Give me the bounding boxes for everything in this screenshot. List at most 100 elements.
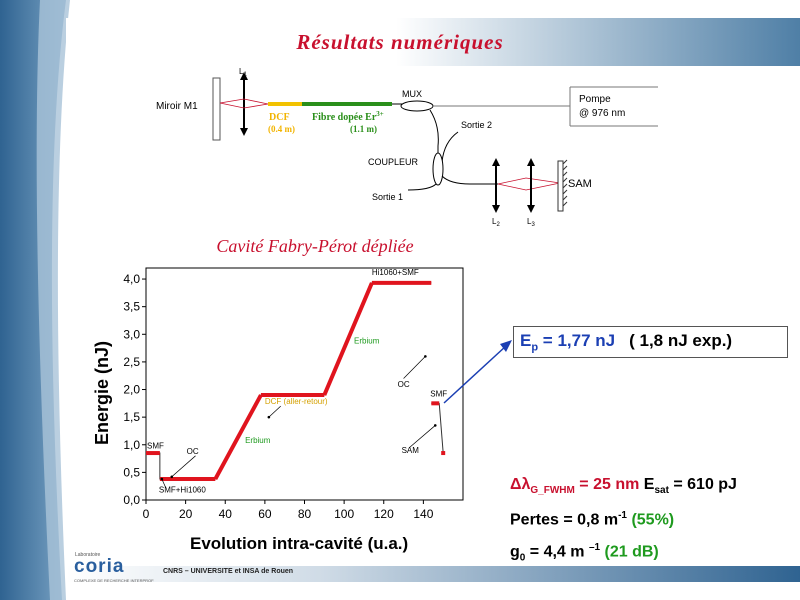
lens-l2-arrow-bottom bbox=[492, 205, 500, 213]
dl-value: = 25 nm bbox=[574, 476, 644, 493]
ep-arrow bbox=[443, 340, 512, 404]
plot-area bbox=[145, 267, 464, 501]
annotation-pointer-tip bbox=[424, 355, 427, 358]
g0-subscript: 0 bbox=[519, 552, 526, 564]
ep-arrow-head bbox=[500, 340, 512, 352]
pertes-sup: -1 bbox=[618, 510, 627, 521]
y-tick-label: 3,5 bbox=[123, 300, 140, 314]
pertes-percent: (55%) bbox=[631, 511, 675, 529]
chart-frame-group: 0 20 40 60 80 100 120 140 0,0 0,5 1,0 1,5 2,0 2,5 3,0 3… bbox=[123, 267, 464, 521]
y-tick-label: 2,0 bbox=[123, 383, 140, 397]
y-tick-label: 1,5 bbox=[123, 410, 140, 424]
logo-caption: Laboratoire bbox=[75, 552, 101, 558]
annotation-pointer bbox=[409, 425, 436, 448]
chart-annotations-group: SMF OC SMF+Hi1060 Erbium DCF (aller-retour) E… bbox=[147, 268, 447, 494]
coupler-to-sam bbox=[441, 175, 498, 185]
lens-l3-arrow-top bbox=[527, 158, 535, 166]
dcf-label: DCF bbox=[269, 112, 290, 123]
series-segment bbox=[322, 282, 374, 396]
chart-annotation: SMF+Hi1060 bbox=[159, 485, 206, 494]
y-tick-label: 4,0 bbox=[123, 272, 140, 286]
lens-l3-arrow-bottom bbox=[527, 205, 535, 213]
x-tick-label: 140 bbox=[413, 507, 433, 521]
ep-result-box bbox=[513, 326, 788, 358]
ep-experimental: ( 1,8 nJ exp.) bbox=[629, 331, 733, 350]
lens-l2-label: L2 bbox=[492, 217, 500, 228]
annotation-pointer-tip bbox=[267, 415, 271, 419]
end-point bbox=[441, 451, 446, 456]
diagram-group: Miroir M1 L1 DCF (0.4 m) Fibre dopée Er3… bbox=[156, 67, 658, 228]
x-tick-label: 20 bbox=[179, 507, 193, 521]
output1-fiber bbox=[407, 183, 437, 191]
chart-annotation: OC bbox=[398, 380, 410, 389]
coria-logo: coria bbox=[74, 556, 125, 577]
chart-annotation: SMF bbox=[147, 442, 164, 451]
sam-mirror bbox=[557, 160, 564, 212]
chart-annotation: SMF bbox=[430, 390, 447, 399]
pump-label: Pompe bbox=[579, 94, 611, 105]
y-tick-label: 0,5 bbox=[123, 465, 140, 479]
lens-l1-arrow-top bbox=[240, 72, 248, 80]
chart-annotation: OC bbox=[187, 447, 199, 456]
x-tick-label: 100 bbox=[334, 507, 354, 521]
result-pertes: Pertes = 0,8 m-1 (55%) bbox=[510, 510, 674, 529]
pertes-value: Pertes = 0,8 m bbox=[510, 511, 619, 529]
g0-value: = 4,4 m bbox=[525, 543, 589, 561]
result-bandwidth-esat: ΔλG_FWHM = 25 nm Esat = 610 pJ bbox=[510, 476, 737, 496]
x-tick-label: 40 bbox=[219, 507, 233, 521]
x-tick-label: 60 bbox=[258, 507, 272, 521]
ep-subscript: p bbox=[531, 341, 539, 354]
annotation-pointer bbox=[268, 405, 281, 418]
chart-annotation: Erbium bbox=[354, 337, 380, 346]
dl-symbol: Δλ bbox=[510, 476, 531, 493]
chart-section-title: Cavité Fabry-Pérot dépliée bbox=[216, 236, 414, 256]
annotation-pointer bbox=[161, 478, 167, 488]
logo-tagline: COMPLEXE DE RECHERCHE INTERPROFESSIONNEL… bbox=[74, 578, 154, 583]
dcf-length: (0.4 m) bbox=[268, 124, 295, 134]
esat-subscript: sat bbox=[654, 485, 669, 497]
output1-label: Sortie 1 bbox=[372, 192, 403, 202]
ep-result-text: Ep = 1,77 nJ ( 1,8 nJ exp.) bbox=[520, 331, 732, 353]
mux-to-coupler bbox=[429, 109, 439, 162]
mux-label: MUX bbox=[402, 89, 422, 99]
lens-l1-arrow-bottom bbox=[240, 128, 248, 136]
annotation-pointer-tip bbox=[170, 475, 174, 479]
pump-wavelength: @ 976 nm bbox=[579, 108, 625, 119]
fibre-label: Fibre dopée Er3+ bbox=[312, 110, 384, 123]
chart-annotation: SAM bbox=[402, 446, 420, 455]
g0-sup: –1 bbox=[588, 542, 601, 553]
output2-fiber bbox=[441, 131, 459, 163]
bottom-band bbox=[66, 566, 800, 582]
energy-chart: 0 20 40 60 80 100 120 140 0,0 0,5 1,0 1,5 2,0 2,5 3,0 3… bbox=[123, 267, 464, 521]
x-tick-label: 80 bbox=[298, 507, 312, 521]
ep-value: = 1,77 nJ bbox=[538, 331, 616, 350]
annotation-pointer bbox=[171, 455, 196, 478]
fibre-length: (1.1 m) bbox=[350, 124, 377, 134]
g0-db: (21 dB) bbox=[604, 543, 659, 561]
dl-subscript: G_FWHM bbox=[530, 485, 575, 497]
beam-l1 bbox=[219, 98, 269, 109]
x-tick-label: 0 bbox=[143, 507, 150, 521]
beam-sam bbox=[497, 177, 561, 191]
y-tick-label: 1,0 bbox=[123, 438, 140, 452]
annotation-pointer-tip bbox=[160, 477, 164, 481]
lens-l3-label: L3 bbox=[527, 217, 535, 228]
chart-annotation: DCF (aller-retour) bbox=[265, 397, 328, 406]
top-band bbox=[66, 18, 800, 66]
mux-coupler bbox=[400, 100, 434, 112]
output-coupler bbox=[432, 152, 444, 186]
chart-annotation: Erbium bbox=[245, 436, 271, 445]
coupler-label: COUPLEUR bbox=[368, 157, 419, 167]
footer-affiliation: CNRS – UNIVERSITE et INSA de Rouen bbox=[163, 568, 294, 575]
output2-label: Sortie 2 bbox=[461, 120, 492, 130]
annotation-pointer bbox=[403, 356, 426, 379]
chart-annotation: Hi1060+SMF bbox=[372, 268, 419, 277]
y-tick-label: 2,5 bbox=[123, 355, 140, 369]
left-swoosh-light bbox=[36, 0, 70, 600]
sam-label: SAM bbox=[568, 178, 592, 190]
lens-l2-arrow-top bbox=[492, 158, 500, 166]
laser-setup-diagram: Miroir M1 L1 DCF (0.4 m) Fibre dopée Er3… bbox=[156, 67, 658, 228]
mirror-m1 bbox=[212, 77, 221, 141]
sam-hatching bbox=[562, 159, 568, 207]
